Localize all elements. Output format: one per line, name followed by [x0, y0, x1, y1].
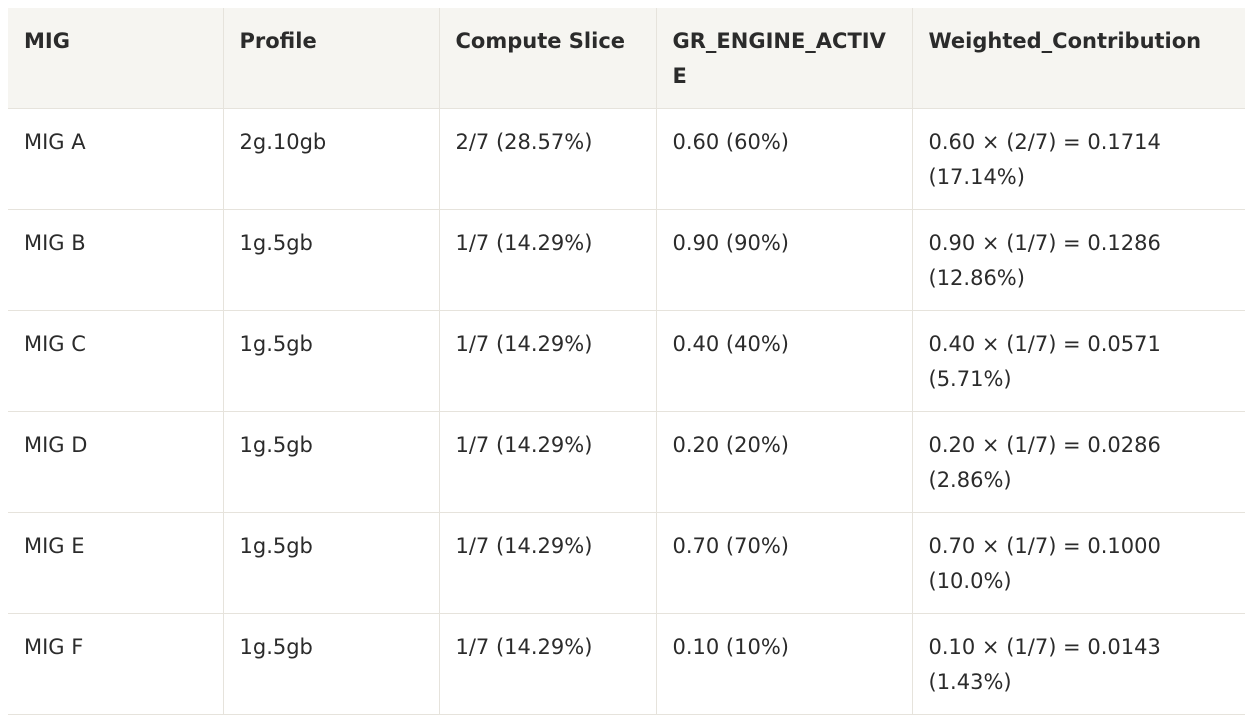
- cell-gr-engine-active: 0.10 (10%): [655, 613, 913, 715]
- cell-mig: MIG E: [8, 512, 224, 614]
- cell-profile: 1g.5gb: [222, 310, 440, 412]
- cell-mig: MIG A: [8, 108, 224, 210]
- header-row: MIG Profile Compute Slice GR_ENGINE_ACTI…: [8, 8, 1245, 109]
- cell-weighted-contribution: 0.90 × (1/7) = 0.1286 (12.86%): [911, 209, 1245, 311]
- cell-mig: MIG C: [8, 310, 224, 412]
- cell-weighted-contribution: 0.10 × (1/7) = 0.0143 (1.43%): [911, 613, 1245, 715]
- cell-compute-slice: 1/7 (14.29%): [438, 310, 657, 412]
- cell-weighted-contribution: 0.20 × (1/7) = 0.0286 (2.86%): [911, 411, 1245, 513]
- header-weighted-contribution: Weighted_Contribution: [911, 8, 1245, 109]
- cell-mig: MIG B: [8, 209, 224, 311]
- cell-weighted-contribution: 0.70 × (1/7) = 0.1000 (10.0%): [911, 512, 1245, 614]
- table-row: MIG A 2g.10gb 2/7 (28.57%) 0.60 (60%) 0.…: [8, 108, 1245, 210]
- cell-mig: MIG F: [8, 613, 224, 715]
- cell-mig: MIG D: [8, 411, 224, 513]
- cell-profile: 1g.5gb: [222, 411, 440, 513]
- header-compute-slice: Compute Slice: [438, 8, 657, 109]
- table-row: MIG B 1g.5gb 1/7 (14.29%) 0.90 (90%) 0.9…: [8, 209, 1245, 311]
- cell-compute-slice: 1/7 (14.29%): [438, 512, 657, 614]
- cell-gr-engine-active: 0.90 (90%): [655, 209, 913, 311]
- table-row: MIG C 1g.5gb 1/7 (14.29%) 0.40 (40%) 0.4…: [8, 310, 1245, 412]
- cell-compute-slice: 1/7 (14.29%): [438, 411, 657, 513]
- header-gr-engine-active: GR_ENGINE_ACTIVE: [655, 8, 913, 109]
- cell-weighted-contribution: 0.40 × (1/7) = 0.0571 (5.71%): [911, 310, 1245, 412]
- cell-compute-slice: 2/7 (28.57%): [438, 108, 657, 210]
- cell-gr-engine-active: 0.70 (70%): [655, 512, 913, 614]
- table-body: MIG A 2g.10gb 2/7 (28.57%) 0.60 (60%) 0.…: [8, 108, 1245, 715]
- header-mig: MIG: [8, 8, 224, 109]
- cell-profile: 1g.5gb: [222, 512, 440, 614]
- cell-profile: 2g.10gb: [222, 108, 440, 210]
- cell-gr-engine-active: 0.20 (20%): [655, 411, 913, 513]
- table-header: MIG Profile Compute Slice GR_ENGINE_ACTI…: [8, 8, 1245, 109]
- cell-profile: 1g.5gb: [222, 209, 440, 311]
- header-profile: Profile: [222, 8, 440, 109]
- cell-compute-slice: 1/7 (14.29%): [438, 209, 657, 311]
- table-row: MIG E 1g.5gb 1/7 (14.29%) 0.70 (70%) 0.7…: [8, 512, 1245, 614]
- cell-compute-slice: 1/7 (14.29%): [438, 613, 657, 715]
- cell-profile: 1g.5gb: [222, 613, 440, 715]
- cell-weighted-contribution: 0.60 × (2/7) = 0.1714 (17.14%): [911, 108, 1245, 210]
- cell-gr-engine-active: 0.60 (60%): [655, 108, 913, 210]
- table-row: MIG D 1g.5gb 1/7 (14.29%) 0.20 (20%) 0.2…: [8, 411, 1245, 513]
- cell-gr-engine-active: 0.40 (40%): [655, 310, 913, 412]
- mig-utilization-table: MIG Profile Compute Slice GR_ENGINE_ACTI…: [8, 8, 1245, 715]
- table-row: MIG F 1g.5gb 1/7 (14.29%) 0.10 (10%) 0.1…: [8, 613, 1245, 715]
- mig-utilization-table-container: MIG Profile Compute Slice GR_ENGINE_ACTI…: [8, 8, 1245, 715]
